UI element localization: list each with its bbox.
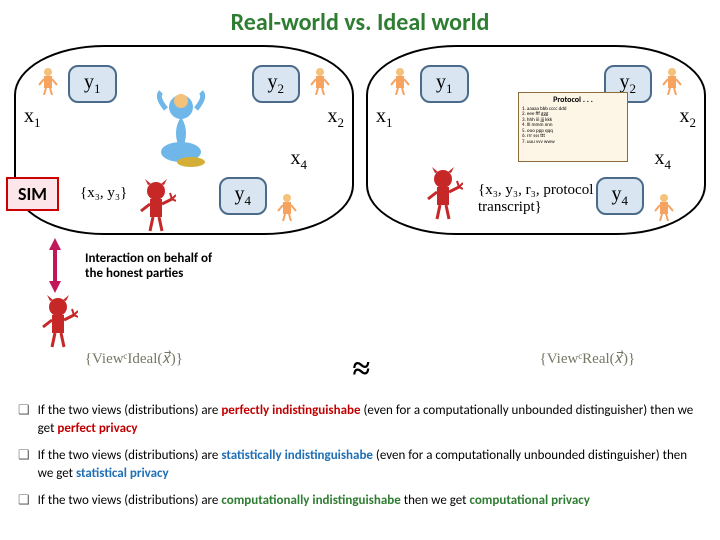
x2-label: x2 <box>328 105 345 131</box>
y1-box: y1 <box>68 65 117 103</box>
party-icon <box>310 67 330 95</box>
x4-label-r: x4 <box>655 147 672 173</box>
party-icon <box>390 67 410 95</box>
genie-icon <box>146 77 216 167</box>
sim-box: SIM <box>6 177 59 211</box>
bullet-statistical: If the two views (distributions) are sta… <box>18 447 702 482</box>
real-world-bubble: y1 x1 y2 x2 1. aaaaa bbb cccc ddd2. eee … <box>366 45 706 235</box>
page-title: Real-world vs. Ideal world <box>0 0 720 45</box>
y1-box-r: y1 <box>420 65 469 103</box>
x4-label: x4 <box>291 147 308 173</box>
bullet-list: If the two views (distributions) are per… <box>18 402 702 520</box>
protocol-box: 1. aaaaa bbb cccc ddd2. eee fff ggg3. hh… <box>518 92 628 162</box>
approx-symbol: ≈ <box>352 350 370 387</box>
interaction-caption: Interaction on behalf of the honest part… <box>85 252 215 282</box>
views-row: {ViewᶜIdeal(𝑥⃗)} ≈ {ViewᶜReal(𝑥⃗)} <box>0 350 720 387</box>
devil-icon <box>423 167 463 222</box>
view-real-expr: {ViewᶜReal(𝑥⃗)} <box>540 350 636 387</box>
party-icon <box>38 67 58 95</box>
devil-icon <box>38 295 78 350</box>
set-real: {x₃, y₃, r₃, protocol transcript} <box>478 182 608 215</box>
set-ideal: {x₃, y₃} <box>80 185 127 202</box>
bullet-computational: If the two views (distributions) are com… <box>18 492 702 510</box>
y4-box: y4 <box>219 177 268 215</box>
party-icon <box>277 193 297 221</box>
party-icon <box>654 193 674 221</box>
party-icon <box>662 67 682 95</box>
ideal-world-bubble: y1 x1 y2 x2 x4 y4 SIM {x₃, y₃} <box>14 45 354 235</box>
x1-label: x1 <box>24 105 41 131</box>
view-ideal-expr: {ViewᶜIdeal(𝑥⃗)} <box>85 350 183 387</box>
bullet-perfect: If the two views (distributions) are per… <box>18 402 702 437</box>
devil-icon <box>136 179 176 234</box>
double-arrow-icon <box>40 238 80 293</box>
x1-label-r: x1 <box>376 105 393 131</box>
y2-box: y2 <box>252 65 301 103</box>
x2-label-r: x2 <box>680 105 697 131</box>
worlds-row: y1 x1 y2 x2 x4 y4 SIM {x₃, y₃} y1 x1 y <box>0 45 720 235</box>
